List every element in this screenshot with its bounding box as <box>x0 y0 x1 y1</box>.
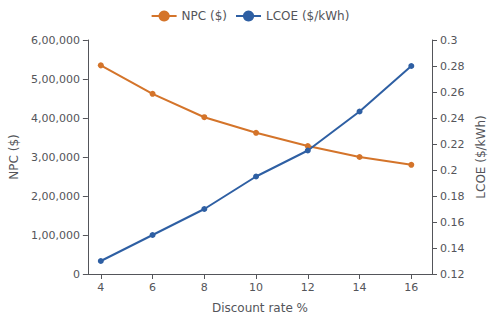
svg-text:0.2: 0.2 <box>440 164 458 177</box>
svg-text:0.28: 0.28 <box>440 60 465 73</box>
svg-text:16: 16 <box>404 281 418 294</box>
svg-text:1,00,000: 1,00,000 <box>31 229 80 242</box>
svg-text:0.22: 0.22 <box>440 138 465 151</box>
svg-text:8: 8 <box>201 281 208 294</box>
svg-text:14: 14 <box>353 281 367 294</box>
svg-text:NPC ($): NPC ($) <box>182 9 227 23</box>
svg-text:0: 0 <box>73 268 80 281</box>
svg-text:NPC ($): NPC ($) <box>7 134 21 179</box>
svg-text:0.18: 0.18 <box>440 190 465 203</box>
svg-text:5,00,000: 5,00,000 <box>31 73 80 86</box>
svg-text:4,00,000: 4,00,000 <box>31 112 80 125</box>
svg-text:12: 12 <box>301 281 315 294</box>
svg-text:LCOE ($/kWh): LCOE ($/kWh) <box>266 9 349 23</box>
svg-text:4: 4 <box>97 281 104 294</box>
svg-text:0.26: 0.26 <box>440 86 465 99</box>
svg-text:0.24: 0.24 <box>440 112 465 125</box>
svg-text:0.3: 0.3 <box>440 34 458 47</box>
svg-text:LCOE ($/kWh): LCOE ($/kWh) <box>474 115 488 198</box>
svg-text:3,00,000: 3,00,000 <box>31 151 80 164</box>
svg-text:6,00,000: 6,00,000 <box>31 34 80 47</box>
svg-text:Discount rate %: Discount rate % <box>212 301 308 315</box>
svg-text:0.14: 0.14 <box>440 242 465 255</box>
svg-text:2,00,000: 2,00,000 <box>31 190 80 203</box>
svg-text:6: 6 <box>149 281 156 294</box>
svg-text:10: 10 <box>249 281 263 294</box>
svg-text:0.12: 0.12 <box>440 268 465 281</box>
svg-text:0.16: 0.16 <box>440 216 465 229</box>
